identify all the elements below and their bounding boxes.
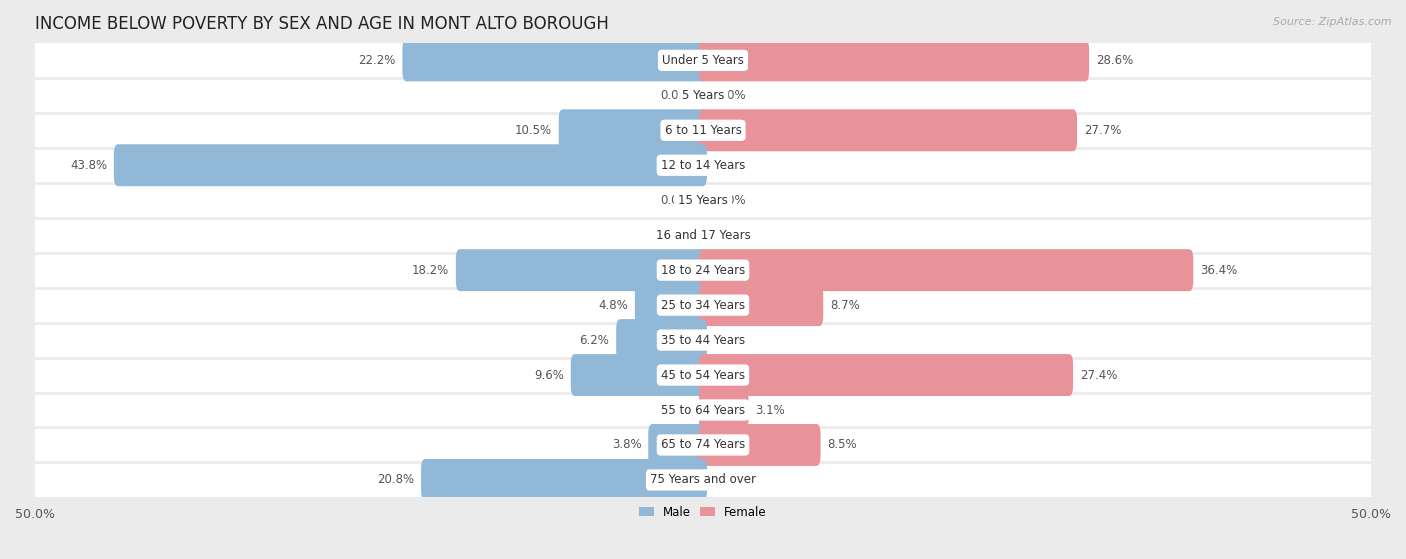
- FancyBboxPatch shape: [422, 459, 707, 501]
- Text: 22.2%: 22.2%: [359, 54, 395, 67]
- Text: 0.0%: 0.0%: [717, 229, 747, 241]
- Text: 20.8%: 20.8%: [377, 473, 415, 486]
- Text: 27.4%: 27.4%: [1080, 368, 1118, 382]
- FancyBboxPatch shape: [35, 113, 1371, 148]
- Legend: Male, Female: Male, Female: [634, 501, 772, 523]
- FancyBboxPatch shape: [114, 144, 707, 186]
- FancyBboxPatch shape: [35, 253, 1371, 288]
- FancyBboxPatch shape: [699, 284, 824, 326]
- FancyBboxPatch shape: [636, 284, 707, 326]
- Text: 6.2%: 6.2%: [579, 334, 609, 347]
- Text: 5 Years: 5 Years: [682, 89, 724, 102]
- FancyBboxPatch shape: [571, 354, 707, 396]
- Text: 0.0%: 0.0%: [717, 334, 747, 347]
- FancyBboxPatch shape: [35, 78, 1371, 113]
- Text: 4.8%: 4.8%: [599, 299, 628, 311]
- Text: 12 to 14 Years: 12 to 14 Years: [661, 159, 745, 172]
- FancyBboxPatch shape: [35, 428, 1371, 462]
- Text: 35 to 44 Years: 35 to 44 Years: [661, 334, 745, 347]
- FancyBboxPatch shape: [616, 319, 707, 361]
- Text: 16 and 17 Years: 16 and 17 Years: [655, 229, 751, 241]
- Text: 75 Years and over: 75 Years and over: [650, 473, 756, 486]
- Text: 55 to 64 Years: 55 to 64 Years: [661, 404, 745, 416]
- FancyBboxPatch shape: [456, 249, 707, 291]
- Text: Source: ZipAtlas.com: Source: ZipAtlas.com: [1274, 17, 1392, 27]
- Text: 18.2%: 18.2%: [412, 264, 449, 277]
- Text: 27.7%: 27.7%: [1084, 124, 1121, 137]
- Text: 0.0%: 0.0%: [717, 194, 747, 207]
- Text: 43.8%: 43.8%: [70, 159, 107, 172]
- Text: 36.4%: 36.4%: [1199, 264, 1237, 277]
- Text: 25 to 34 Years: 25 to 34 Years: [661, 299, 745, 311]
- Text: 15 Years: 15 Years: [678, 194, 728, 207]
- FancyBboxPatch shape: [35, 217, 1371, 253]
- Text: 6 to 11 Years: 6 to 11 Years: [665, 124, 741, 137]
- FancyBboxPatch shape: [699, 389, 748, 431]
- FancyBboxPatch shape: [699, 354, 1073, 396]
- FancyBboxPatch shape: [35, 288, 1371, 323]
- Text: 28.6%: 28.6%: [1095, 54, 1133, 67]
- FancyBboxPatch shape: [35, 183, 1371, 217]
- Text: INCOME BELOW POVERTY BY SEX AND AGE IN MONT ALTO BOROUGH: INCOME BELOW POVERTY BY SEX AND AGE IN M…: [35, 15, 609, 33]
- FancyBboxPatch shape: [35, 148, 1371, 183]
- FancyBboxPatch shape: [699, 110, 1077, 151]
- FancyBboxPatch shape: [35, 392, 1371, 428]
- Text: 10.5%: 10.5%: [515, 124, 553, 137]
- FancyBboxPatch shape: [402, 39, 707, 82]
- Text: 0.0%: 0.0%: [717, 159, 747, 172]
- FancyBboxPatch shape: [699, 39, 1090, 82]
- Text: 0.0%: 0.0%: [717, 473, 747, 486]
- FancyBboxPatch shape: [35, 323, 1371, 358]
- Text: 3.1%: 3.1%: [755, 404, 785, 416]
- Text: 0.0%: 0.0%: [659, 194, 689, 207]
- Text: 65 to 74 Years: 65 to 74 Years: [661, 438, 745, 452]
- Text: 3.8%: 3.8%: [612, 438, 641, 452]
- Text: 8.7%: 8.7%: [830, 299, 859, 311]
- Text: 8.5%: 8.5%: [827, 438, 856, 452]
- FancyBboxPatch shape: [558, 110, 707, 151]
- Text: 0.0%: 0.0%: [659, 89, 689, 102]
- Text: Under 5 Years: Under 5 Years: [662, 54, 744, 67]
- Text: 0.0%: 0.0%: [659, 229, 689, 241]
- Text: 0.0%: 0.0%: [659, 404, 689, 416]
- Text: 45 to 54 Years: 45 to 54 Years: [661, 368, 745, 382]
- Text: 9.6%: 9.6%: [534, 368, 564, 382]
- FancyBboxPatch shape: [699, 424, 821, 466]
- FancyBboxPatch shape: [648, 424, 707, 466]
- Text: 18 to 24 Years: 18 to 24 Years: [661, 264, 745, 277]
- FancyBboxPatch shape: [35, 358, 1371, 392]
- FancyBboxPatch shape: [699, 249, 1194, 291]
- FancyBboxPatch shape: [35, 462, 1371, 498]
- Text: 0.0%: 0.0%: [717, 89, 747, 102]
- FancyBboxPatch shape: [35, 43, 1371, 78]
